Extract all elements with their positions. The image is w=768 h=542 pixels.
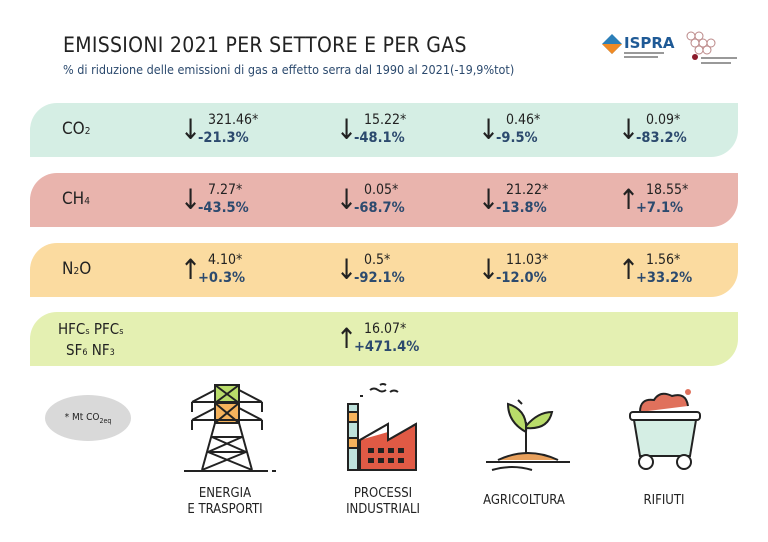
sector-label: AGRICOLTURA [483,493,565,508]
arrow-down-icon: ↓ [478,253,500,286]
arrow-down-icon: ↓ [618,113,640,146]
value: 0.46* [506,112,541,128]
cell: ↓ 0.5* -92.1% [336,251,466,291]
cell: ↓ 11.03* -12.0% [478,251,608,291]
gas-label: N2O [62,259,92,279]
value: 0.09* [646,112,681,128]
percent-change: -92.1% [354,270,405,286]
percent-change: -21.3% [198,130,249,146]
gas-label: CO2 [62,119,91,139]
cell: ↑ 4.10* +0.3% [180,251,310,291]
factory-icon [340,382,440,477]
arrow-up-icon: ↑ [336,322,358,355]
value: 0.5* [364,252,391,268]
arrow-up-icon: ↑ [618,183,640,216]
gas-label-fgas: HFCs PFCs SF6 NF3 [58,320,124,359]
percent-change: -12.0% [496,270,547,286]
arrow-down-icon: ↓ [336,113,358,146]
cell: ↓ 0.09* -83.2% [618,111,748,151]
ispra-logo: ISPRA [600,30,675,68]
row-n: N2O ↑ 4.10* +0.3% ↓ 0.5* -92.1% ↓ 11.03* -12.0% ↑ 1… [30,243,738,297]
value: 321.46* [208,112,259,128]
value: 4.10* [208,252,243,268]
percent-change: +0.3% [198,270,246,286]
value: 0.05* [364,182,399,198]
arrow-down-icon: ↓ [180,183,202,216]
waste-cart-icon [618,382,718,477]
cell: ↓ 0.46* -9.5% [478,111,608,151]
value: 18.55* [646,182,689,198]
gas-label: CH4 [62,189,90,209]
row-ch: CH4 ↓ 7.27* -43.5% ↓ 0.05* -68.7% ↓ 21.22* -13.8%… [30,173,738,227]
percent-change: -9.5% [496,130,538,146]
sector-label: ENERGIA E TRASPORTI [187,486,263,517]
page-title: EMISSIONI 2021 PER SETTORE E PER GAS [63,33,467,57]
arrow-down-icon: ↓ [336,253,358,286]
percent-change: -83.2% [636,130,687,146]
page-subtitle: % di riduzione delle emissioni di gas a … [63,62,515,77]
cell: ↓ 7.27* -43.5% [180,181,310,221]
percent-change: -48.1% [354,130,405,146]
percent-change: +33.2% [636,270,693,286]
snpa-logo [683,30,743,74]
arrow-down-icon: ↓ [336,183,358,216]
legend-unit: * Mt CO2eq [45,395,131,441]
value: 1.56* [646,252,681,268]
row-co: CO2 ↓ 321.46* -21.3% ↓ 15.22* -48.1% ↓ 0.46* -9.5… [30,103,738,157]
plant-sprout-icon [478,382,578,477]
value: 16.07* [364,321,407,337]
value: 21.22* [506,182,549,198]
arrow-up-icon: ↑ [180,253,202,286]
percent-change: -43.5% [198,200,249,216]
sector-label: PROCESSI INDUSTRIALI [346,486,420,517]
arrow-up-icon: ↑ [618,253,640,286]
arrow-down-icon: ↓ [180,113,202,146]
row-fgas: HFCs PFCs SF6 NF3 ↑ 16.07* +471.4% [30,312,738,366]
value: 11.03* [506,252,549,268]
percent-change: -68.7% [354,200,405,216]
cell: ↓ 21.22* -13.8% [478,181,608,221]
cell: ↓ 0.05* -68.7% [336,181,466,221]
logo-text: ISPRA [624,34,675,52]
cell: ↑ 1.56* +33.2% [618,251,748,291]
power-tower-icon [182,382,282,477]
value: 15.22* [364,112,407,128]
cell-fgas-industrial: ↑ 16.07* +471.4% [336,320,466,360]
cell: ↓ 321.46* -21.3% [180,111,310,151]
percent-change: +7.1% [636,200,684,216]
cell: ↓ 15.22* -48.1% [336,111,466,151]
value: 7.27* [208,182,243,198]
sector-label: RIFIUTI [643,493,685,508]
cell: ↑ 18.55* +7.1% [618,181,748,221]
percent-change: -13.8% [496,200,547,216]
arrow-down-icon: ↓ [478,183,500,216]
arrow-down-icon: ↓ [478,113,500,146]
percent-change: +471.4% [354,339,420,355]
